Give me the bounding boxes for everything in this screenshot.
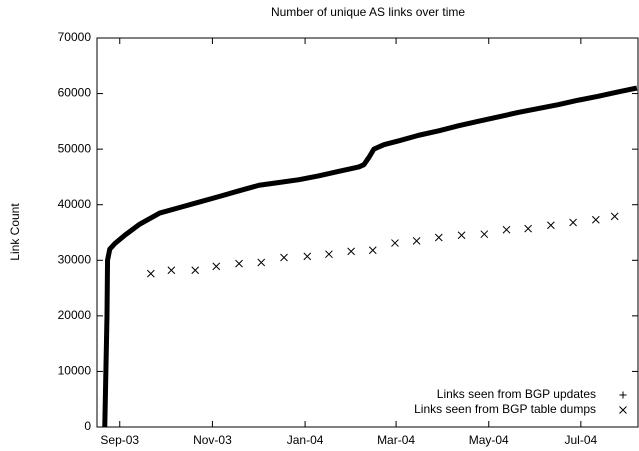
point <box>191 266 200 275</box>
point <box>146 269 155 278</box>
y-tick-label: 0 <box>84 419 91 433</box>
x-tick-label: Sep-03 <box>100 433 139 447</box>
y-tick-label: 30000 <box>58 252 92 266</box>
chart-title: Number of unique AS links over time <box>271 5 465 19</box>
point <box>457 231 466 240</box>
plot-frame <box>96 37 639 428</box>
legend-label: Links seen from BGP updates <box>437 387 596 401</box>
update-curve <box>102 85 638 428</box>
point <box>610 212 619 221</box>
legend-label: Links seen from BGP table dumps <box>414 402 596 416</box>
legend-marker <box>619 391 627 399</box>
point <box>235 259 243 268</box>
point <box>368 246 377 255</box>
point <box>569 218 577 227</box>
x-tick-label: Jan-04 <box>287 433 324 447</box>
x-tick-label: Nov-03 <box>193 433 232 447</box>
point <box>412 236 421 245</box>
point <box>257 258 266 267</box>
point <box>280 253 288 262</box>
y-tick-label: 10000 <box>58 364 92 378</box>
point <box>591 215 600 224</box>
x-tick-label: Mar-04 <box>377 433 415 447</box>
point <box>547 221 555 230</box>
point <box>325 250 333 259</box>
point <box>391 239 399 247</box>
y-tick-label: 20000 <box>58 308 92 322</box>
y-tick-label: 70000 <box>58 30 92 44</box>
point <box>303 252 312 261</box>
point <box>480 230 489 239</box>
point <box>167 266 176 275</box>
y-tick-label: 40000 <box>58 197 92 211</box>
point <box>212 262 221 271</box>
point <box>524 224 532 233</box>
x-tick-label: May-04 <box>469 433 509 447</box>
y-tick-label: 50000 <box>58 141 92 155</box>
y-axis-label: Link Count <box>8 203 22 261</box>
x-tick-label: Jul-04 <box>565 433 598 447</box>
point <box>434 233 443 242</box>
y-tick-label: 60000 <box>58 86 92 100</box>
legend-marker <box>619 406 627 414</box>
point <box>502 225 511 234</box>
point <box>347 247 355 256</box>
